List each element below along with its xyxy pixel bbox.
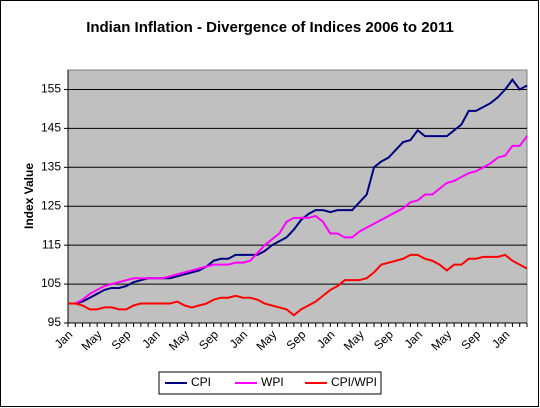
y-tick-label: 125: [41, 198, 61, 212]
legend-label: CPI/WPI: [331, 375, 377, 389]
y-tick-label: 135: [41, 159, 61, 173]
legend-label: WPI: [261, 375, 284, 389]
y-axis-title: Index Value: [22, 163, 36, 229]
chart-title: Indian Inflation - Divergence of Indices…: [86, 19, 454, 36]
y-tick-label: 145: [41, 121, 61, 135]
y-tick-label: 95: [48, 315, 62, 329]
series-line: [68, 135, 528, 305]
series-line: [68, 253, 528, 317]
y-tick-label: 105: [41, 276, 61, 290]
y-tick-label: 115: [42, 237, 61, 251]
plot-area: [67, 69, 528, 324]
legend-label: CPI: [191, 375, 211, 389]
y-tick-label: 155: [41, 82, 61, 96]
legend-box: [158, 371, 382, 395]
